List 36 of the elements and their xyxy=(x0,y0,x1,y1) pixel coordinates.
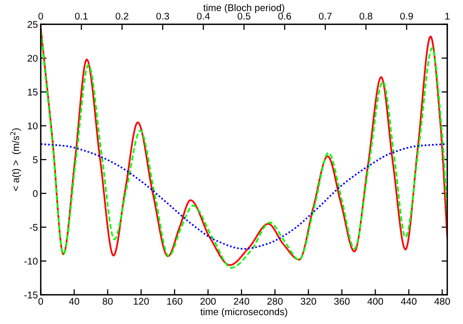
x-axis-title: time (microseconds) xyxy=(200,308,288,318)
x2-tick-label: 0.9 xyxy=(400,12,413,20)
y-tick-label: 0 xyxy=(32,190,38,198)
y-tick-label: 15 xyxy=(28,88,38,96)
x-tick-label: 320 xyxy=(300,298,316,305)
x-tick-label: 40 xyxy=(69,298,80,305)
x2-tick-label: 0.6 xyxy=(278,12,291,20)
y-tick-label: -10 xyxy=(24,258,38,265)
x2-tick-label: 0.5 xyxy=(238,12,250,20)
x2-tick-label: 0.3 xyxy=(156,12,170,20)
x-tick-label: 400 xyxy=(367,298,384,305)
x2-tick-label: 0.8 xyxy=(360,12,372,20)
x2-tick-label: 0.4 xyxy=(196,12,210,20)
y-tick-label: 25 xyxy=(28,21,38,28)
x-tick-label: 120 xyxy=(134,298,149,305)
x-tick-label: 0 xyxy=(38,298,44,305)
x-tick-label: 80 xyxy=(102,298,113,305)
x-tick-label: 160 xyxy=(167,298,182,305)
x2-tick-label: 0.1 xyxy=(75,12,88,20)
x-tick-label: 480 xyxy=(434,298,450,305)
x-tick-label: 200 xyxy=(200,298,216,305)
y-tick-label: 20 xyxy=(28,54,38,62)
x2-tick-label: 1 xyxy=(445,12,450,20)
y-tick-label: 5 xyxy=(32,156,38,164)
x2-tick-label: 0.7 xyxy=(318,12,332,20)
x-tick-label: 240 xyxy=(234,298,250,305)
y-tick-label: -15 xyxy=(24,292,38,298)
x-tick-label: 440 xyxy=(400,298,417,305)
x2-tick-label: 0 xyxy=(38,12,44,20)
x2-axis-title: time (Bloch period) xyxy=(203,4,284,14)
y-axis-title: < a(t) > (m/s$^{2}$) xyxy=(10,128,22,191)
y-tick-label: -5 xyxy=(30,224,38,231)
y-tick-label: 10 xyxy=(28,122,38,130)
x-tick-label: 360 xyxy=(334,298,350,305)
x-tick-label: 280 xyxy=(267,298,283,305)
x2-tick-label: 0.2 xyxy=(116,12,128,20)
